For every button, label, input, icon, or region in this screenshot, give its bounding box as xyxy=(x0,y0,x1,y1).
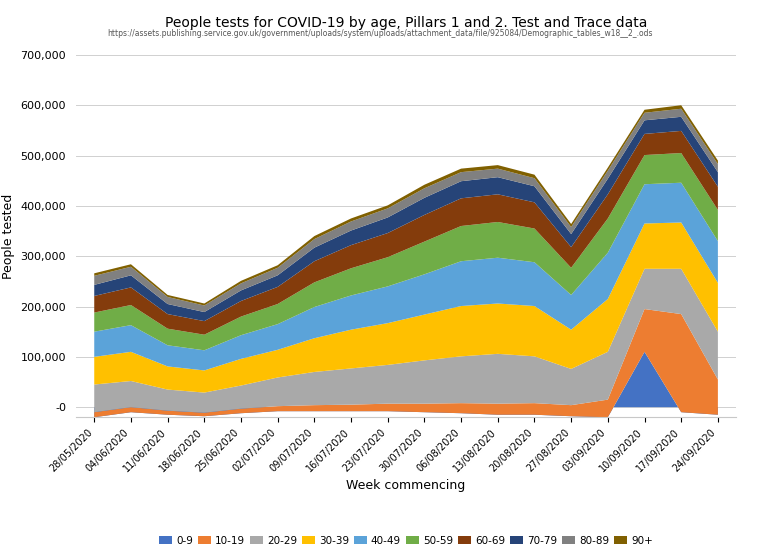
Text: https://assets.publishing.service.gov.uk/government/uploads/system/uploads/attac: https://assets.publishing.service.gov.uk… xyxy=(107,29,652,38)
Title: People tests for COVID-19 by age, Pillars 1 and 2. Test and Trace data: People tests for COVID-19 by age, Pillar… xyxy=(165,16,647,30)
Legend: 0-9, 10-19, 20-29, 30-39, 40-49, 50-59, 60-69, 70-79, 80-89, 90+: 0-9, 10-19, 20-29, 30-39, 40-49, 50-59, … xyxy=(156,531,657,549)
X-axis label: Week commencing: Week commencing xyxy=(346,479,466,492)
Y-axis label: People tested: People tested xyxy=(2,193,15,279)
